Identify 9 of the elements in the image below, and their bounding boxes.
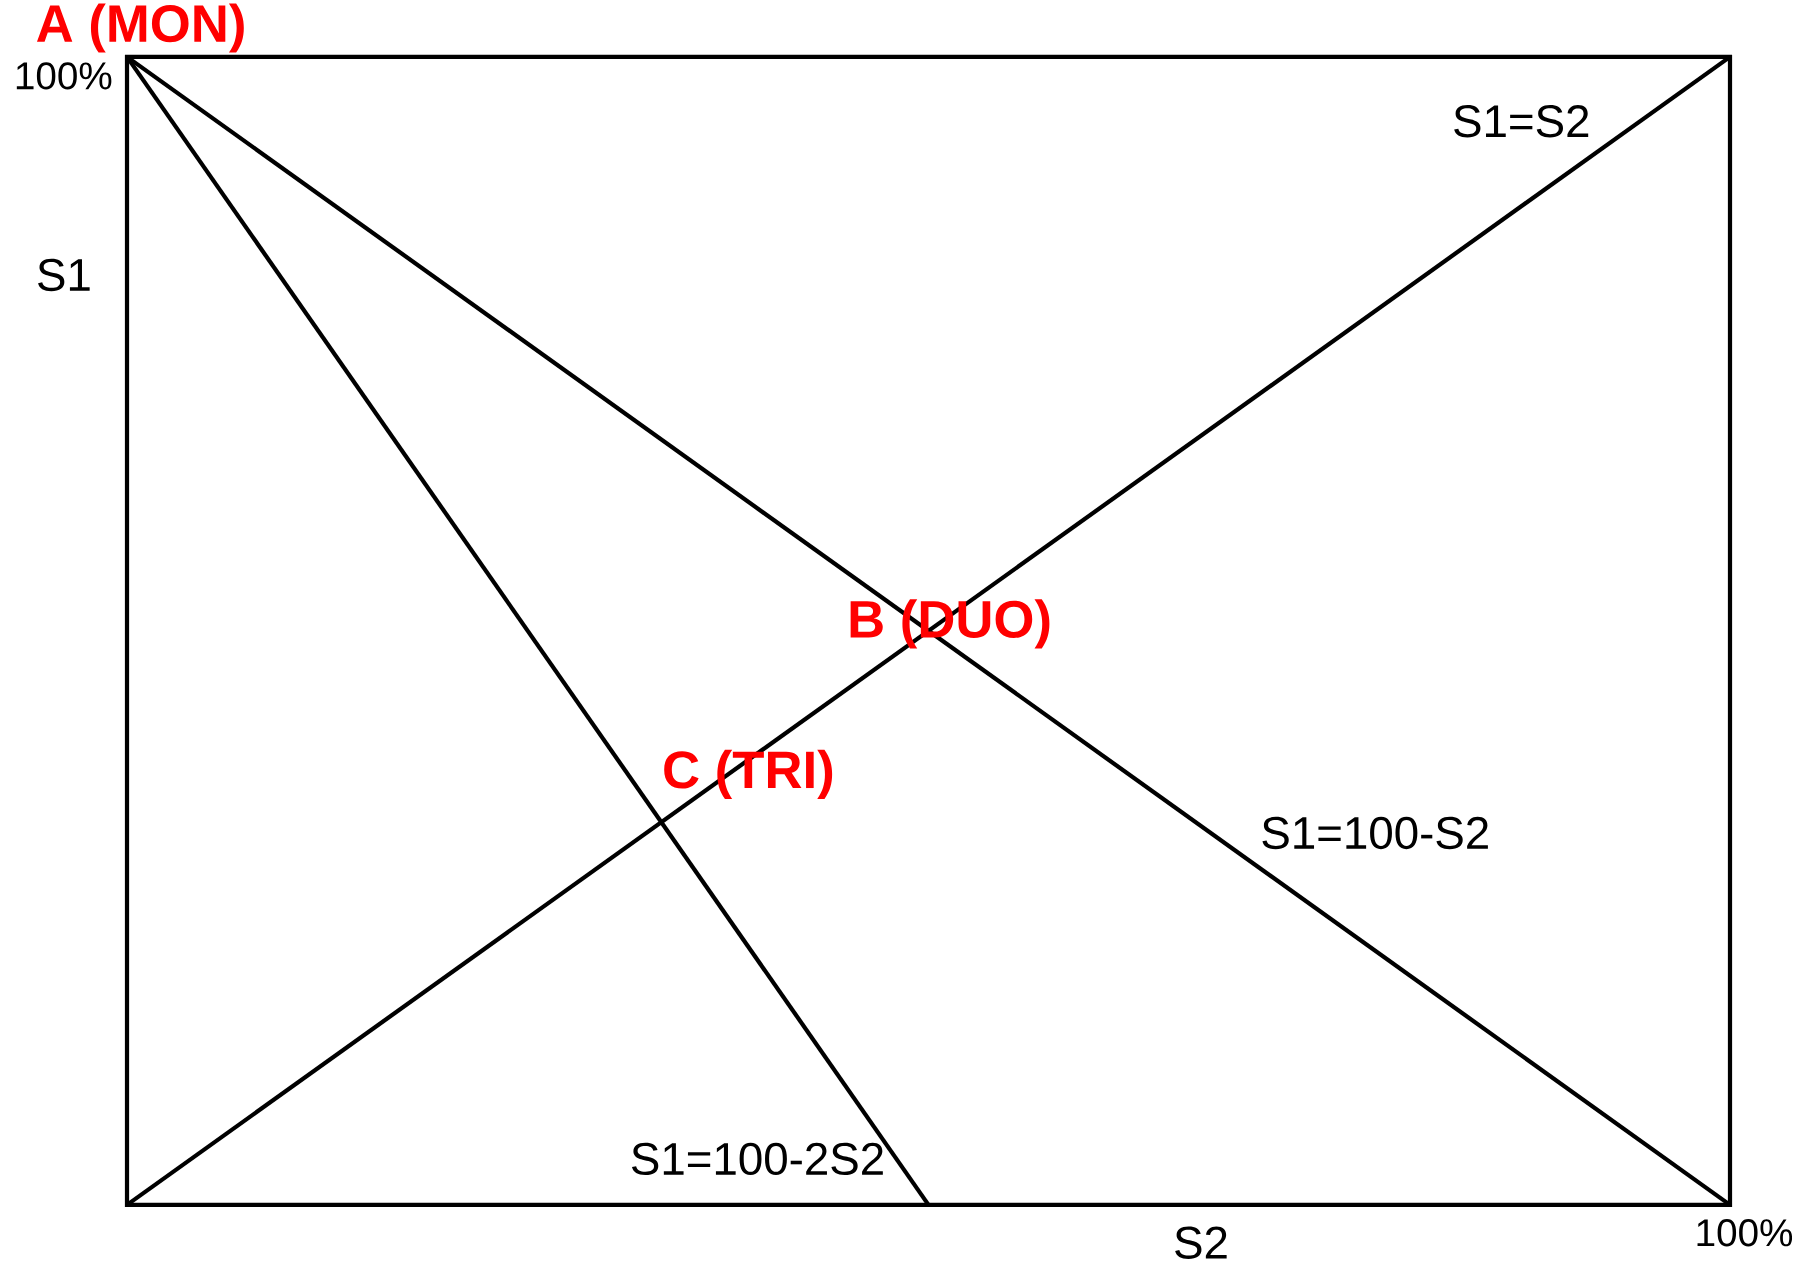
text: A (MON) [36, 3, 244, 53]
annotation: C (TRI) [664, 749, 833, 799]
y-axis-title: S1 [38, 258, 90, 292]
series-label: S1=100-2S2 [631, 1142, 883, 1176]
series-label: S1=100-S2 [1262, 816, 1488, 850]
text: 100% [1697, 1219, 1793, 1247]
series-label: S1=S2 [1454, 105, 1589, 138]
text: 100% [16, 62, 112, 90]
x-axis-title: S2 [1175, 1226, 1227, 1259]
